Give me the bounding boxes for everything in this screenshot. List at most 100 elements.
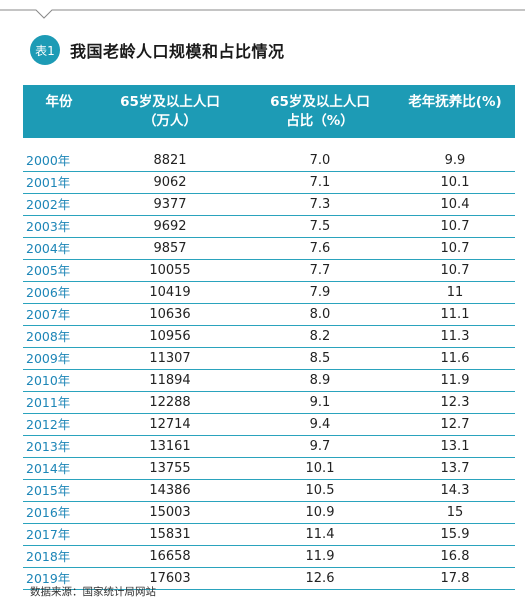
- table-row: 2012年 12714 9.4 12.7: [23, 414, 515, 436]
- cell-pop: 15003: [149, 505, 191, 520]
- cell-ratio: 12.3: [440, 395, 470, 410]
- cell-pct: 11.4: [305, 527, 335, 542]
- table-row: 2013年 13161 9.7 13.1: [23, 436, 515, 458]
- cell-year: 2004年: [26, 241, 71, 256]
- cell-year: 2016年: [26, 505, 71, 520]
- table-row: 2017年 15831 11.4 15.9: [23, 524, 515, 546]
- cell-pct: 8.9: [309, 373, 331, 388]
- header-percentage: 65岁及以上人口 占比（%）: [245, 85, 395, 138]
- table-row: 2005年 10055 7.7 10.7: [23, 260, 515, 282]
- header-population-line1: 65岁及以上人口: [120, 93, 220, 110]
- cell-ratio: 15.9: [440, 527, 470, 542]
- cell-ratio: 12.7: [440, 417, 470, 432]
- header-population-line2: （万人）: [143, 112, 197, 129]
- cell-year: 2017年: [26, 527, 71, 542]
- cell-year: 2015年: [26, 483, 71, 498]
- header-population: 65岁及以上人口 （万人）: [95, 85, 245, 138]
- cell-pct: 7.7: [309, 263, 331, 278]
- cell-pct: 8.5: [309, 351, 331, 366]
- cell-pct: 7.1: [309, 175, 331, 190]
- cell-ratio: 10.7: [440, 241, 470, 256]
- cell-pop: 13755: [149, 461, 191, 476]
- cell-year: 2009年: [26, 351, 71, 366]
- cell-ratio: 10.1: [440, 175, 470, 190]
- table-row: 2004年 9857 7.6 10.7: [23, 238, 515, 260]
- cell-year: 2001年: [26, 175, 71, 190]
- cell-ratio: 9.9: [444, 153, 466, 168]
- cell-pct: 7.5: [309, 219, 331, 234]
- header-year-label: 年份: [45, 94, 73, 110]
- table-row: 2002年 9377 7.3 10.4: [23, 194, 515, 216]
- cell-pct: 7.9: [309, 285, 331, 300]
- cell-ratio: 11: [446, 285, 464, 300]
- cell-ratio: 11.1: [440, 307, 470, 322]
- cell-pop: 11894: [149, 373, 191, 388]
- cell-pop: 13161: [149, 439, 191, 454]
- cell-pop: 17603: [149, 571, 191, 586]
- cell-pop: 12288: [149, 395, 191, 410]
- cell-ratio: 13.1: [440, 439, 470, 454]
- cell-pct: 8.2: [309, 329, 331, 344]
- cell-year: 2018年: [26, 549, 71, 564]
- cell-pct: 11.9: [305, 549, 335, 564]
- cell-year: 2013年: [26, 439, 71, 454]
- cell-ratio: 15: [446, 505, 464, 520]
- table-number-badge: 表1: [30, 35, 60, 65]
- cell-ratio: 11.3: [440, 329, 470, 344]
- cell-pop: 10956: [149, 329, 191, 344]
- header-year: 年份: [23, 85, 95, 138]
- cell-pop: 8821: [153, 153, 187, 168]
- cell-year: 2007年: [26, 307, 71, 322]
- cell-pct: 9.7: [309, 439, 331, 454]
- cell-ratio: 16.8: [440, 549, 470, 564]
- header-percentage-line2: 占比（%）: [286, 112, 354, 129]
- cell-year: 2012年: [26, 417, 71, 432]
- cell-pop: 10055: [149, 263, 191, 278]
- cell-year: 2014年: [26, 461, 71, 476]
- table-row: 2001年 9062 7.1 10.1: [23, 172, 515, 194]
- cell-pct: 10.1: [305, 461, 335, 476]
- cell-pop: 10419: [149, 285, 191, 300]
- cell-pct: 10.9: [305, 505, 335, 520]
- cell-pct: 12.6: [305, 571, 335, 586]
- cell-ratio: 10.7: [440, 263, 470, 278]
- cell-year: 2000年: [26, 153, 71, 168]
- cell-pop: 15831: [149, 527, 191, 542]
- table-row: 2008年 10956 8.2 11.3: [23, 326, 515, 348]
- table-row: 2006年 10419 7.9 11: [23, 282, 515, 304]
- cell-pop: 9062: [153, 175, 187, 190]
- cell-pct: 7.0: [309, 153, 331, 168]
- cell-pop: 9857: [153, 241, 187, 256]
- cell-pop: 14386: [149, 483, 191, 498]
- cell-ratio: 10.7: [440, 219, 470, 234]
- table-body: 2000年 8821 7.0 9.9 2001年 9062 7.1 10.1 2002年 9377…: [23, 150, 515, 590]
- cell-pop: 11307: [149, 351, 191, 366]
- header-divider-line: [0, 9, 525, 19]
- table-header: 年份 65岁及以上人口 （万人） 65岁及以上人口 占比（%） 老年抚养比(%): [23, 85, 515, 138]
- cell-ratio: 13.7: [440, 461, 470, 476]
- table-row: 2010年 11894 8.9 11.9: [23, 370, 515, 392]
- cell-pop: 16658: [149, 549, 191, 564]
- cell-year: 2010年: [26, 373, 71, 388]
- table-row: 2007年 10636 8.0 11.1: [23, 304, 515, 326]
- cell-ratio: 17.8: [440, 571, 470, 586]
- cell-year: 2006年: [26, 285, 71, 300]
- cell-pct: 10.5: [305, 483, 335, 498]
- table-row: 2014年 13755 10.1 13.7: [23, 458, 515, 480]
- cell-year: 2002年: [26, 197, 71, 212]
- cell-year: 2019年: [26, 571, 71, 586]
- table-row: 2003年 9692 7.5 10.7: [23, 216, 515, 238]
- table-row: 2009年 11307 8.5 11.6: [23, 348, 515, 370]
- cell-year: 2003年: [26, 219, 71, 234]
- table-row: 2018年 16658 11.9 16.8: [23, 546, 515, 568]
- table-title: 我国老龄人口规模和占比情况: [70, 42, 285, 61]
- cell-pct: 7.6: [309, 241, 331, 256]
- cell-pop: 9377: [153, 197, 187, 212]
- cell-year: 2011年: [26, 395, 71, 410]
- header-percentage-line1: 65岁及以上人口: [270, 93, 370, 110]
- cell-pct: 8.0: [309, 307, 331, 322]
- cell-pct: 9.4: [309, 417, 331, 432]
- cell-ratio: 11.9: [440, 373, 470, 388]
- cell-pop: 10636: [149, 307, 191, 322]
- cell-year: 2008年: [26, 329, 71, 344]
